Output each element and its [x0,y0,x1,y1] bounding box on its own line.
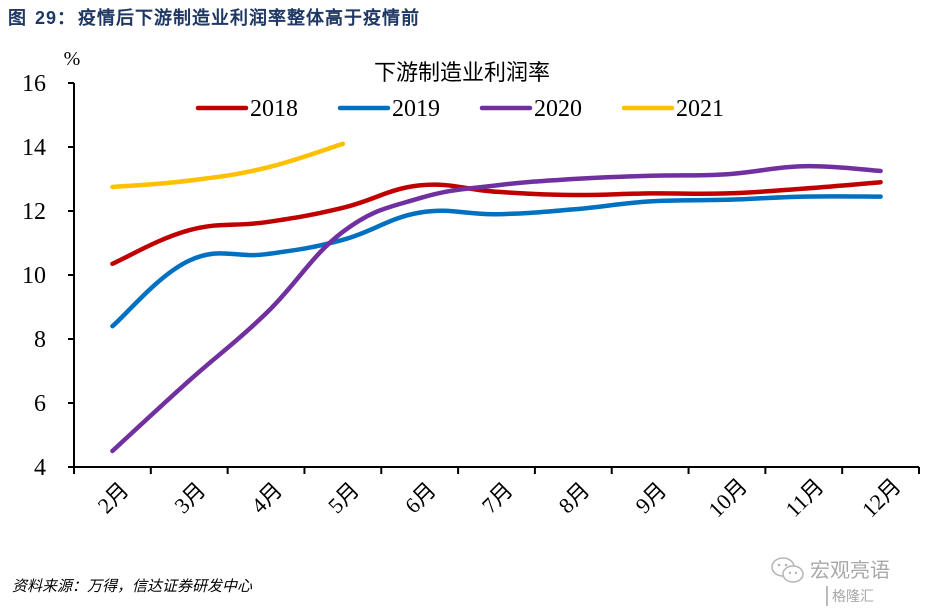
series-line-2021 [110,141,346,190]
legend-label: 2021 [676,96,724,122]
legend-item-2020: 2020 [479,96,582,122]
legend-label: 2020 [534,96,582,122]
series-group [110,141,883,454]
legend-item-2021: 2021 [621,96,724,122]
x-tick-label: 7月 [477,477,518,518]
source-note: 资料来源：万得，信达证券研发中心 [12,577,253,595]
x-tick-label: 5月 [323,477,364,518]
wechat-icon [771,557,804,583]
x-tick-label: 11月 [780,474,828,522]
legend-item-2019: 2019 [337,96,440,122]
y-axis-unit-label: % [64,48,81,70]
x-tick-label: 8月 [554,477,595,518]
chart-title: 下游制造业利润率 [374,60,550,85]
legend-item-2018: 2018 [195,96,298,122]
x-tick-label: 12月 [857,473,906,522]
legend-label: 2019 [392,96,440,122]
y-tick-label: 8 [34,327,46,353]
x-tick-label: 2月 [93,477,134,518]
y-tick-label: 6 [34,391,46,417]
y-tick-label: 14 [22,135,46,161]
x-tick-label: 4月 [246,477,287,518]
x-tick-label: 3月 [169,477,210,518]
figure-label: 图 [8,8,27,29]
legend-label: 2018 [250,96,298,122]
y-tick-label: 4 [34,455,46,481]
y-axis: 4 6 8 10 12 14 16 [22,71,75,481]
figure-title: 图 29： 疫情后下游制造业利润率整体高于疫情前 [8,4,420,30]
watermark-sub-text: 格隆汇 [826,586,874,606]
x-tick-label: 10月 [703,473,752,522]
x-tick-label: 9月 [630,477,671,518]
line-chart: 下游制造业利润率 % 2018 2019 2020 2021 46810121416 … [22,48,920,522]
series-line-2019 [110,194,883,329]
series-line-2018 [110,179,883,267]
x-tick-label: 6月 [400,477,441,518]
figure-number: 29： [35,8,77,28]
series-line-2020 [110,163,883,454]
y-tick-label: 10 [22,263,46,289]
y-tick-label: 16 [22,71,46,97]
x-axis: 2月 3月 4月 5月 6月 7月 8月 9月 10月 11月 12月 [68,466,920,522]
y-tick-label: 12 [22,199,46,225]
figure-title-text: 疫情后下游制造业利润率整体高于疫情前 [78,8,421,29]
watermark-main-text: 宏观亮语 [810,558,890,582]
legend: 2018 2019 2020 2021 [195,96,724,122]
